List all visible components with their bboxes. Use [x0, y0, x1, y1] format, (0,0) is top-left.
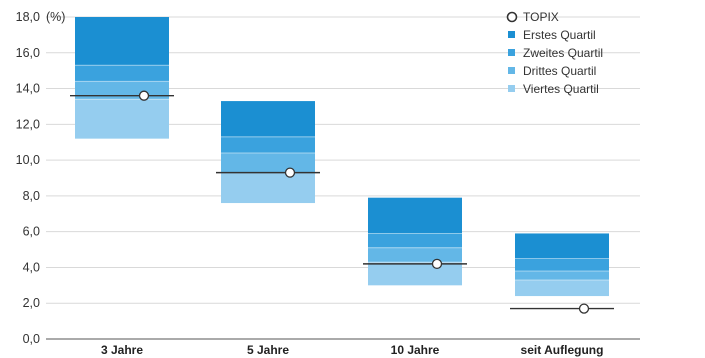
- bar-zweites-quartil: [515, 258, 609, 272]
- y-axis-unit-label: (%): [46, 10, 65, 24]
- bar-erstes-quartil: [221, 101, 315, 137]
- x-category-label: 5 Jahre: [247, 343, 289, 357]
- topix-marker: [578, 303, 590, 314]
- legend-topix-marker: [506, 11, 518, 23]
- bar-zweites-quartil: [75, 65, 169, 82]
- bar-erstes-quartil: [515, 233, 609, 259]
- bar-viertes-quartil: [515, 279, 609, 297]
- legend-label: Viertes Quartil: [523, 82, 599, 96]
- bar-erstes-quartil: [368, 197, 462, 234]
- legend-topix-label: TOPIX: [523, 10, 559, 24]
- y-tick-label: 16,0: [16, 46, 40, 60]
- bar-viertes-quartil: [368, 262, 462, 286]
- legend-swatch: [508, 85, 515, 92]
- y-tick-label: 14,0: [16, 82, 40, 96]
- legend-swatch: [508, 49, 515, 56]
- y-tick-label: 10,0: [16, 153, 40, 167]
- x-category-label: seit Auflegung: [521, 343, 604, 357]
- legend-label: Drittes Quartil: [523, 64, 596, 78]
- bar-erstes-quartil: [75, 17, 169, 66]
- bar-drittes-quartil: [221, 152, 315, 173]
- x-axis-categories: 3 Jahre 5 Jahre 10 Jahre seit Auflegung: [101, 343, 603, 357]
- bar-drittes-quartil: [75, 81, 169, 100]
- y-axis-ticks: 0,0 2,0 4,0 6,0 8,0 10,0 12,0 14,0 16,0 18,0: [16, 10, 40, 346]
- quartile-bars: [75, 17, 609, 297]
- y-tick-label: 8,0: [23, 189, 40, 203]
- topix-marker: [138, 90, 150, 101]
- legend-label: Zweites Quartil: [523, 46, 603, 60]
- legend-swatch: [508, 31, 515, 38]
- legend-label: Erstes Quartil: [523, 28, 596, 42]
- topix-marker: [284, 167, 296, 178]
- x-category-label: 10 Jahre: [391, 343, 440, 357]
- bar-viertes-quartil: [75, 99, 169, 139]
- y-tick-label: 12,0: [16, 117, 40, 131]
- legend-swatch: [508, 67, 515, 74]
- legend: TOPIX Erstes Quartil Zweites Quartil Dritte…: [506, 10, 603, 96]
- bar-zweites-quartil: [368, 233, 462, 248]
- y-tick-label: 4,0: [23, 260, 40, 274]
- y-tick-label: 2,0: [23, 296, 40, 310]
- y-tick-label: 18,0: [16, 10, 40, 24]
- bar-drittes-quartil: [515, 271, 609, 280]
- topix-marker: [431, 258, 443, 270]
- y-tick-label: 0,0: [23, 332, 40, 346]
- y-tick-label: 6,0: [23, 225, 40, 239]
- bar-zweites-quartil: [221, 136, 315, 153]
- x-category-label: 3 Jahre: [101, 343, 143, 357]
- bar-drittes-quartil: [368, 247, 462, 263]
- benchmark-markers: [70, 90, 614, 314]
- bar-viertes-quartil: [221, 172, 315, 204]
